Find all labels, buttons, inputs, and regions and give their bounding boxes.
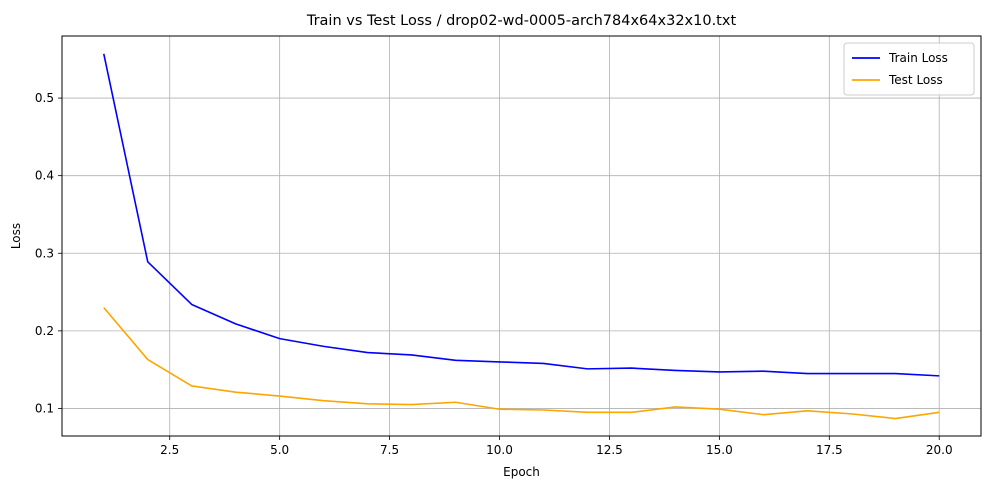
series-layer (102, 53, 940, 420)
x-tick-label: 20.0 (926, 443, 953, 457)
x-tick-label: 17.5 (816, 443, 843, 457)
y-tick-label: 0.3 (35, 246, 54, 260)
grid-lines (62, 36, 981, 436)
series-line-0 (102, 53, 940, 377)
plot-frame (61, 35, 982, 437)
legend-label: Test Loss (888, 73, 943, 87)
y-tick-label: 0.2 (35, 324, 54, 338)
y-axis-ticks: 0.1 0.2 0.3 0.4 0.5 (35, 91, 62, 415)
chart-title: Train vs Test Loss / drop02-wd-0005-arch… (306, 13, 737, 29)
x-tick-label: 2.5 (160, 443, 179, 457)
x-tick-label: 5.0 (270, 443, 289, 457)
x-tick-label: 12.5 (596, 443, 623, 457)
x-tick-label: 15.0 (706, 443, 733, 457)
x-axis-ticks: 2.5 5.0 7.5 10.0 12.5 15.0 17.5 20.0 (160, 436, 953, 457)
legend-label: Train Loss (888, 51, 948, 65)
y-tick-label: 0.4 (35, 169, 54, 183)
y-axis-label: Loss (9, 223, 23, 249)
x-tick-label: 10.0 (486, 443, 513, 457)
y-tick-label: 0.1 (35, 401, 54, 415)
x-axis-label: Epoch (503, 465, 540, 479)
x-tick-label: 7.5 (380, 443, 399, 457)
legend-box (843, 42, 975, 96)
series-line-1 (103, 307, 940, 420)
y-tick-label: 0.5 (35, 91, 54, 105)
legend: Train Loss Test Loss (843, 42, 975, 96)
